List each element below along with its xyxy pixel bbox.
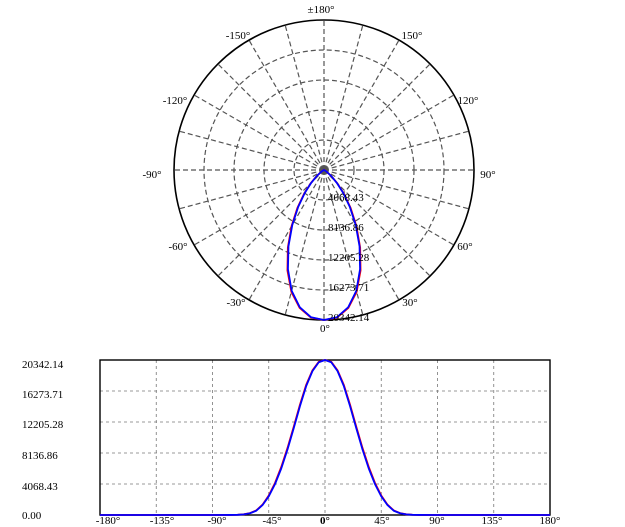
polar-grid-spoke-45 (323, 169, 431, 277)
y-tick-20342: 20342.14 (22, 359, 64, 371)
y-tick-12205: 12205.28 (22, 419, 64, 431)
polar-grid-spoke-300 (193, 169, 325, 246)
x-tick-minus90: -90° (207, 515, 226, 527)
cartesian-y-tick-labels: 20342.14 16273.71 12205.28 8136.86 4068.… (22, 359, 64, 522)
polar-angle-labels: ±180° -150° 150° -120° 120° -90° 90° -60… (142, 4, 495, 335)
polar-grid-spoke-135 (323, 63, 431, 171)
polar-grid-spoke-60 (323, 169, 455, 246)
cartesian-series-line-1 (100, 359, 550, 516)
x-tick-90: 90° (429, 515, 444, 527)
polar-radial-label-8136: 8136.86 (328, 222, 364, 234)
polar-grid-spoke-255 (178, 130, 325, 171)
cartesian-series-line-0 (100, 359, 550, 516)
polar-angle-label-0: 0° (320, 323, 330, 335)
polar-angle-label-minus60: -60° (168, 241, 187, 253)
polar-grid (174, 20, 474, 320)
polar-angle-label-minus150: -150° (226, 30, 251, 42)
polar-grid-spoke-150 (323, 39, 400, 171)
x-tick-minus180: -180° (96, 515, 121, 527)
cartesian-grid (100, 360, 550, 515)
polar-grid-spoke-285 (178, 169, 325, 210)
polar-angle-label-60: 60° (457, 241, 472, 253)
polar-angle-label-minus30: -30° (226, 297, 245, 309)
polar-angle-label-120: 120° (458, 95, 479, 107)
x-tick-45: 45° (374, 515, 389, 527)
y-tick-16273: 16273.71 (22, 389, 63, 401)
x-tick-135: 135° (482, 515, 503, 527)
polar-grid-spoke-75 (323, 169, 470, 210)
polar-grid-spoke-30 (323, 169, 400, 301)
polar-grid-spoke-240 (193, 94, 325, 171)
y-tick-8136: 8136.86 (22, 450, 58, 462)
polar-grid-spoke-165 (323, 24, 364, 171)
polar-series-line-1 (287, 169, 361, 321)
polar-angle-label-30: 30° (402, 297, 417, 309)
polar-radial-label-20342: 20342.14 (328, 312, 370, 324)
polar-grid-spoke-225 (217, 63, 325, 171)
cartesian-plot-frame (99, 359, 551, 516)
polar-intensity-chart: 4068.43 8136.86 12205.28 16273.71 20342.… (142, 4, 495, 335)
polar-radial-labels: 4068.43 8136.86 12205.28 16273.71 20342.… (328, 192, 370, 324)
y-tick-0: 0.00 (22, 510, 42, 522)
cartesian-series-group (100, 359, 550, 516)
polar-angle-label-minus120: -120° (163, 95, 188, 107)
x-tick-0: 0° (320, 515, 330, 527)
y-tick-4068: 4068.43 (22, 481, 58, 493)
polar-angle-label-90: 90° (480, 169, 495, 181)
cartesian-x-tick-labels: -180° -135° -90° -45° 0° 45° 90° 135° 18… (96, 515, 561, 527)
x-tick-minus135: -135° (150, 515, 175, 527)
polar-grid-spoke-120 (323, 94, 455, 171)
x-tick-minus45: -45° (262, 515, 281, 527)
polar-grid-spoke-330 (248, 169, 325, 301)
polar-grid-spoke-210 (248, 39, 325, 171)
polar-series-group (286, 169, 362, 321)
polar-angle-label-150: 150° (402, 30, 423, 42)
polar-angle-label-minus90: -90° (142, 169, 161, 181)
polar-angle-label-180: ±180° (308, 4, 335, 16)
polar-grid-ring-1 (293, 139, 355, 201)
x-tick-180: 180° (540, 515, 561, 527)
polar-grid-spoke-315 (217, 169, 325, 277)
polar-grid-spoke-195 (284, 24, 325, 171)
polar-radial-label-12205: 12205.28 (328, 252, 370, 264)
polar-radial-label-16273: 16273.71 (328, 282, 369, 294)
cartesian-intensity-chart: 20342.14 16273.71 12205.28 8136.86 4068.… (22, 359, 560, 527)
polar-radial-label-4068: 4068.43 (328, 192, 364, 204)
polar-grid-spoke-105 (323, 130, 470, 171)
